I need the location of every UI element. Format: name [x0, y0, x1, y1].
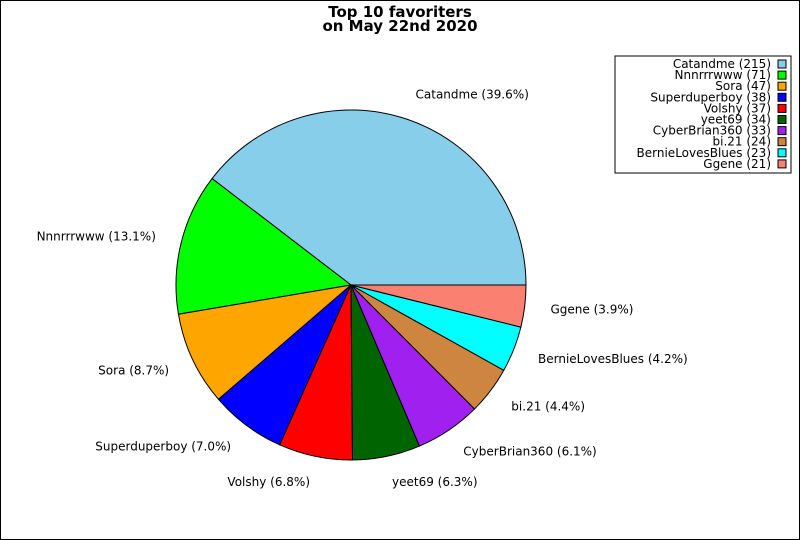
legend-label-ggene: Ggene (21) — [703, 157, 771, 171]
pie-slice-nnnrrrwww — [175, 177, 353, 315]
slice-label-nnnrrrwww: Nnnrrrwww (13.1%) — [37, 230, 156, 244]
legend-swatch-bernielovesblues — [777, 148, 787, 158]
legend-label-bernielovesblues: BernieLovesBlues (23) — [637, 146, 771, 160]
slice-label-cyberbrian360: CyberBrian360 (6.1%) — [463, 445, 596, 459]
legend-swatch-volshy — [777, 103, 787, 113]
chart-title-line-2: on May 22nd 2020 — [322, 17, 477, 35]
pie-slice-ggene — [350, 284, 527, 328]
pie-slice-catandme — [211, 109, 527, 286]
pie-slice-labels: Catandme (39.6%) Nnnrrrwww (13.1%) Sora (8… — [37, 88, 688, 489]
legend-swatch-superduperboy — [777, 92, 787, 102]
legend-box — [614, 55, 792, 174]
slice-label-superduperboy: Superduperboy (7.0%) — [95, 439, 231, 453]
legend-label-bi-21: bi.21 (24) — [713, 135, 771, 149]
legend-label-cyberbrian360: CyberBrian360 (33) — [653, 124, 771, 138]
legend-label-catandme: Catandme (215) — [673, 57, 771, 71]
legend-label-yeet69: yeet69 (34) — [701, 113, 771, 127]
legend-label-nnnrrrwww: Nnnrrrwww (71) — [675, 68, 771, 82]
legend-label-volshy: Volshy (37) — [704, 101, 771, 115]
slice-label-bernielovesblues: BernieLovesBlues (4.2%) — [538, 352, 688, 366]
legend-swatch-bi-21 — [777, 137, 787, 147]
legend-swatch-catandme — [777, 59, 787, 69]
slice-label-yeet69: yeet69 (6.3%) — [392, 475, 478, 489]
legend: Catandme (215)Nnnrrrwww (71)Sora (47)Sup… — [614, 55, 792, 174]
slice-label-catandme: Catandme (39.6%) — [416, 88, 529, 102]
chart-title-line-1: Top 10 favoriters — [328, 3, 472, 21]
legend-swatch-yeet69 — [777, 115, 787, 124]
slice-label-volshy: Volshy (6.8%) — [227, 475, 310, 489]
legend-label-superduperboy: Superduperboy (38) — [650, 90, 771, 104]
legend-swatch-sora — [777, 81, 787, 91]
legend-swatch-nnnrrrwww — [777, 70, 787, 80]
slice-label-sora: Sora (8.7%) — [98, 364, 169, 378]
legend-swatch-cyberbrian360 — [777, 126, 787, 136]
slice-label-ggene: Ggene (3.9%) — [551, 302, 634, 316]
legend-label-sora: Sora (47) — [715, 79, 771, 93]
slice-label-bi-21: bi.21 (4.4%) — [511, 399, 585, 413]
pie-slice-sora — [177, 284, 353, 400]
legend-swatch-ggene — [777, 159, 787, 169]
pie-slices — [175, 109, 527, 461]
